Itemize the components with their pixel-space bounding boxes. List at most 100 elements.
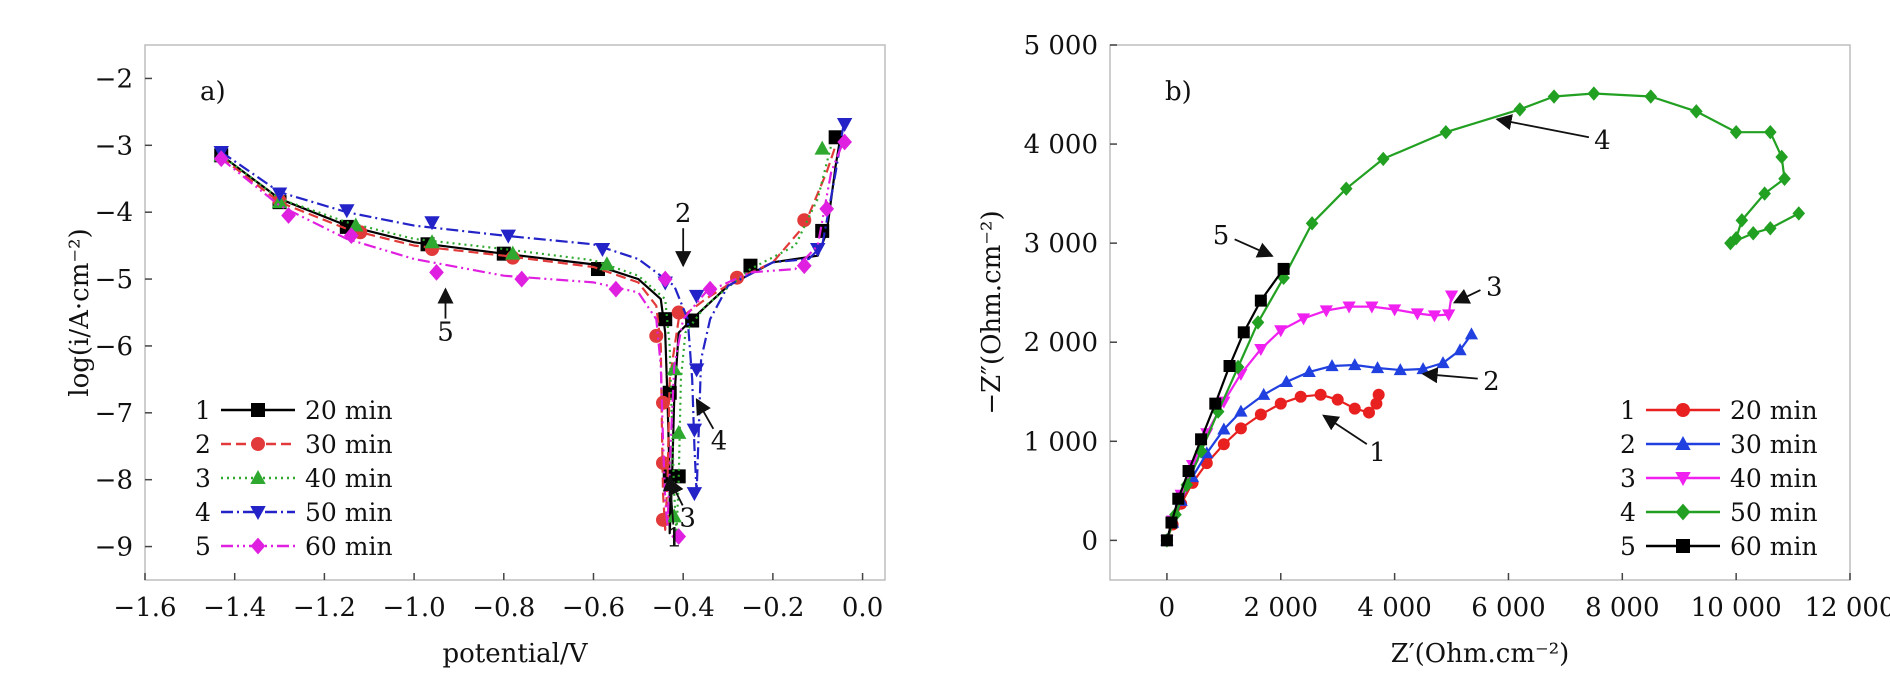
data-point bbox=[1587, 86, 1601, 101]
legend-marker bbox=[1676, 539, 1690, 553]
data-point bbox=[608, 280, 624, 298]
data-point bbox=[514, 270, 530, 288]
series-1 bbox=[1160, 388, 1385, 547]
data-point bbox=[1724, 235, 1737, 251]
data-point bbox=[1729, 124, 1743, 140]
annotation-2: 2 bbox=[1421, 367, 1500, 397]
data-point bbox=[1410, 308, 1424, 321]
data-point bbox=[1363, 406, 1375, 419]
annotation-label: 3 bbox=[679, 504, 696, 534]
data-point bbox=[649, 328, 664, 343]
x-tick-label: 6 000 bbox=[1471, 593, 1545, 623]
annotation-1: 1 bbox=[1322, 414, 1386, 468]
panel-label: b) bbox=[1165, 77, 1192, 107]
data-point bbox=[796, 257, 812, 275]
annotation-label: 4 bbox=[711, 427, 728, 457]
legend-index: 5 bbox=[195, 532, 211, 561]
series-3 bbox=[1160, 290, 1459, 548]
y-tick-label: −7 bbox=[95, 399, 133, 429]
data-point bbox=[1388, 304, 1402, 317]
data-point bbox=[657, 270, 673, 288]
data-point bbox=[1254, 344, 1268, 357]
series-line bbox=[220, 138, 842, 535]
data-point bbox=[686, 487, 703, 502]
annotation-2: 2 bbox=[675, 199, 692, 268]
y-tick-label: −5 bbox=[95, 265, 133, 295]
data-point bbox=[1436, 356, 1450, 369]
data-point bbox=[1182, 465, 1195, 478]
legend-label: 50 min bbox=[305, 498, 393, 527]
data-point bbox=[819, 200, 835, 218]
data-point bbox=[1427, 310, 1442, 323]
legend-index: 1 bbox=[195, 396, 211, 425]
y-tick-label: 1 000 bbox=[1024, 427, 1098, 457]
annotation-arrow bbox=[668, 478, 684, 506]
x-tick-label: −1.2 bbox=[293, 593, 356, 623]
data-point bbox=[1547, 89, 1561, 104]
series-line bbox=[220, 118, 846, 495]
annotation-label: 5 bbox=[1213, 221, 1230, 251]
y-tick-label: 5 000 bbox=[1024, 31, 1098, 61]
legend-marker bbox=[250, 469, 266, 484]
series-line bbox=[1165, 393, 1380, 541]
x-axis-title: Z′(Ohm.cm⁻²) bbox=[1391, 639, 1570, 669]
x-tick-label: −0.8 bbox=[472, 593, 535, 623]
annotation-4: 4 bbox=[1495, 114, 1611, 156]
annotation-arrow bbox=[1452, 288, 1481, 304]
x-tick-label: 12 000 bbox=[1805, 593, 1890, 623]
annotation-label: 2 bbox=[675, 199, 692, 229]
legend-label: 20 min bbox=[305, 396, 393, 425]
legend-index: 1 bbox=[1620, 396, 1636, 425]
data-point bbox=[1775, 149, 1788, 165]
panel-a-chart: −1.6 −1.4 −1.2 −1.0 −0.8 −0.6 −0.4 −0.2 0.0 −9 −8 −… bbox=[65, 44, 886, 669]
legend-label: 30 min bbox=[305, 430, 393, 459]
annotation-label: 4 bbox=[1594, 126, 1611, 156]
legend-entry-3: 3 40 min bbox=[1620, 464, 1818, 493]
data-point bbox=[429, 263, 444, 281]
data-point bbox=[424, 234, 440, 249]
data-point bbox=[1195, 433, 1208, 446]
legend-marker bbox=[1675, 472, 1691, 487]
annotation-label: 1 bbox=[666, 524, 683, 554]
data-point bbox=[339, 204, 355, 219]
legend-marker bbox=[250, 537, 266, 555]
data-point bbox=[599, 256, 615, 271]
panel-label: a) bbox=[200, 77, 226, 107]
annotation-arrow bbox=[1322, 414, 1368, 445]
x-tick-label: 0.0 bbox=[842, 593, 883, 623]
legend-entry-3: 3 40 min bbox=[195, 464, 393, 493]
data-point bbox=[686, 423, 703, 438]
y-tick-label: −9 bbox=[95, 533, 133, 563]
annotation-arrow bbox=[1421, 367, 1478, 384]
x-tick-label: −0.2 bbox=[741, 593, 804, 623]
data-point bbox=[814, 140, 830, 155]
x-tick-label: −0.4 bbox=[652, 593, 715, 623]
x-tick-label: −0.6 bbox=[562, 593, 625, 623]
data-point bbox=[1764, 124, 1777, 140]
data-point bbox=[1376, 151, 1390, 167]
plot-frame bbox=[1109, 44, 1851, 581]
data-point bbox=[1251, 315, 1265, 330]
y-tick-label: −2 bbox=[95, 64, 133, 94]
data-point bbox=[1160, 534, 1173, 547]
series-line bbox=[220, 144, 837, 531]
data-point bbox=[1254, 408, 1267, 421]
data-point bbox=[1234, 422, 1247, 435]
legend-label: 20 min bbox=[1730, 396, 1818, 425]
data-point bbox=[1217, 422, 1231, 435]
annotation-4: 4 bbox=[695, 398, 728, 457]
data-point bbox=[688, 289, 705, 304]
data-point bbox=[1365, 301, 1379, 314]
data-point bbox=[815, 223, 830, 238]
x-tick-label: −1.0 bbox=[383, 593, 446, 623]
data-point bbox=[730, 270, 744, 285]
data-point bbox=[1331, 393, 1344, 406]
legend-index: 4 bbox=[1620, 498, 1636, 527]
series-5 bbox=[1160, 262, 1290, 547]
data-point bbox=[666, 508, 682, 523]
data-point bbox=[1302, 365, 1316, 378]
y-tick-label: 0 bbox=[1081, 526, 1098, 556]
legend-label: 50 min bbox=[1730, 498, 1818, 527]
series-line bbox=[220, 138, 846, 528]
